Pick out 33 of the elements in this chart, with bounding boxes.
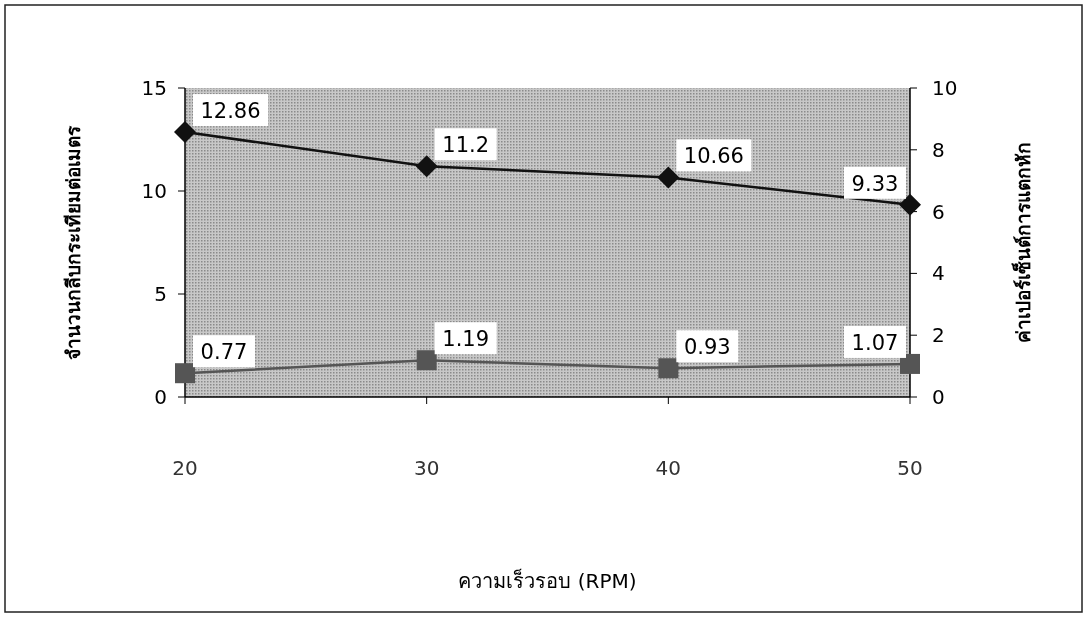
- y-axis-title: จำนวนกลีบกระเทียมต่อเมตร: [62, 124, 84, 360]
- y2-tick-label: 6: [932, 199, 945, 224]
- data-label: 9.33: [851, 171, 899, 196]
- x-tick-label: 40: [655, 456, 682, 480]
- data-label: 0.77: [200, 340, 248, 365]
- y2-tick-label: 8: [932, 137, 945, 162]
- y2-tick-label: 4: [932, 261, 945, 286]
- y-tick-label: 0: [154, 385, 167, 409]
- data-label: 12.86: [200, 99, 261, 124]
- point: [415, 155, 438, 178]
- point: [900, 353, 920, 374]
- data-label: 11.2: [442, 133, 490, 158]
- y-tick-label: 15: [141, 76, 167, 100]
- y2-tick-label: 2: [932, 323, 945, 348]
- y2-axis-title: ค่าเปอร์เซ็นต์การแตกหัก: [1011, 142, 1034, 343]
- data-label: 10.66: [683, 144, 744, 169]
- data-label: 0.93: [683, 335, 731, 360]
- y2-tick-label: 0: [932, 385, 945, 409]
- point: [175, 363, 195, 384]
- y-tick-label: 5: [154, 282, 167, 306]
- y-tick-label: 10: [141, 179, 167, 203]
- point: [657, 166, 680, 189]
- data-label: 1.19: [442, 327, 490, 352]
- x-axis-title: ความเร็วรอบ (RPM): [458, 568, 637, 593]
- point: [416, 350, 437, 371]
- x-tick-label: 50: [897, 456, 923, 480]
- data-label: 1.07: [851, 330, 899, 355]
- y2-tick-label: 10: [932, 76, 958, 100]
- x-tick-label: 20: [172, 456, 198, 480]
- point: [658, 358, 679, 379]
- x-tick-label: 30: [413, 456, 440, 480]
- point: [899, 193, 921, 216]
- point: [174, 121, 196, 144]
